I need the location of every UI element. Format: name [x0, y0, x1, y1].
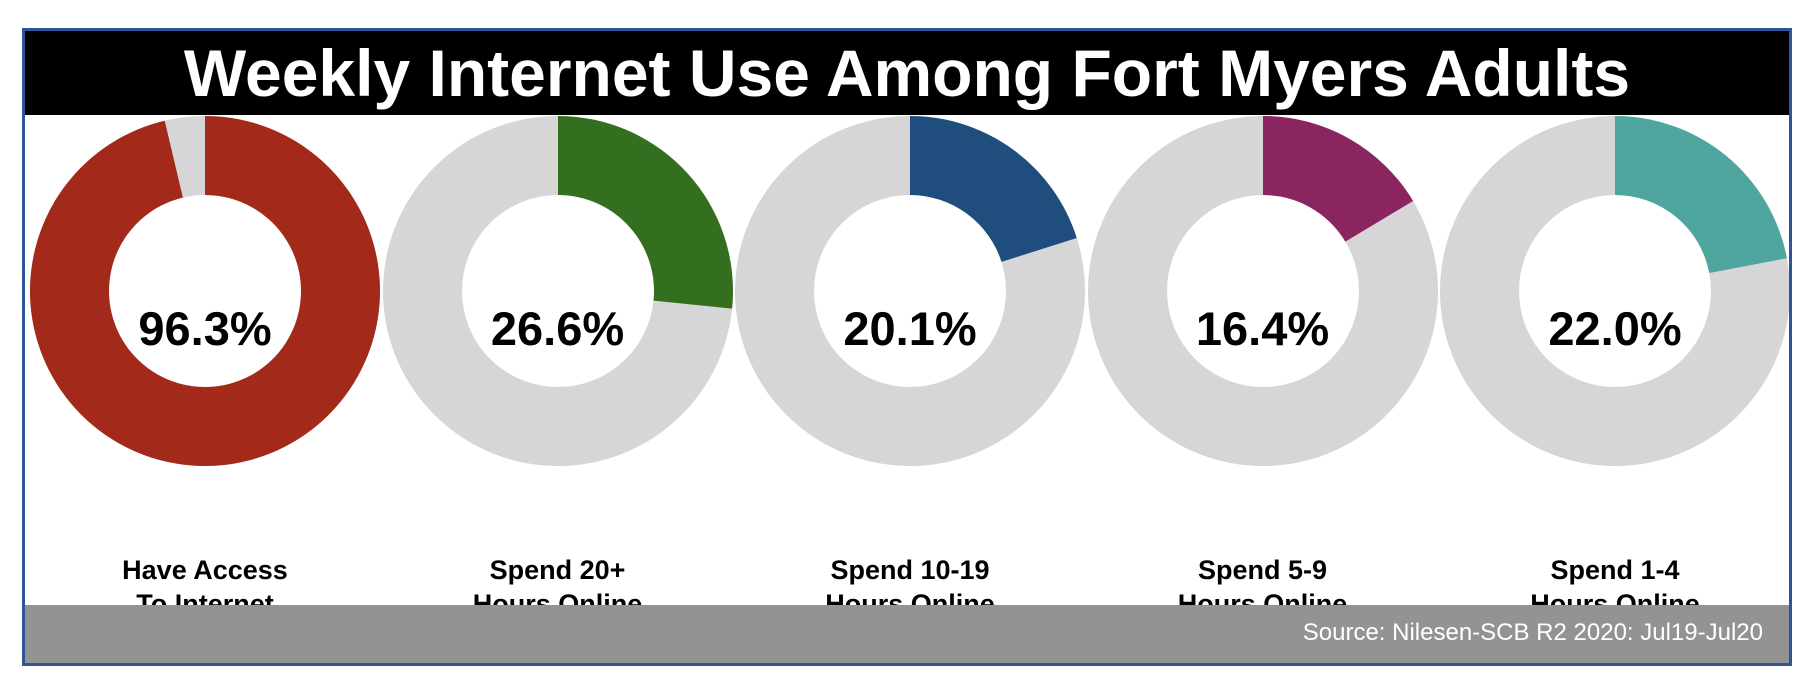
donut-value-label: 22.0%: [1548, 302, 1682, 355]
donut-svg: [735, 116, 1085, 466]
donut-svg: [1440, 116, 1789, 466]
donut-chart: 96.3% Have Access To Internet: [29, 115, 381, 643]
source-note: Source: Nilesen-SCB R2 2020: Jul19-Jul20: [1302, 619, 1763, 646]
donut-svg: [382, 116, 733, 466]
donut-value-label: 26.6%: [490, 302, 625, 355]
donut-chart: 16.4% Spend 5-9 Hours Online: [1087, 115, 1439, 643]
donut-segment: [1615, 116, 1787, 274]
category-label-line1: Spend 20+: [489, 555, 626, 585]
title-bar: Weekly Internet Use Among Fort Myers Adu…: [25, 31, 1789, 115]
donut-segment: [557, 116, 733, 309]
footer-bar: Source: Nilesen-SCB R2 2020: Jul19-Jul20: [25, 605, 1789, 663]
category-label-line1: Spend 5-9: [1197, 555, 1328, 585]
donut-chart: 20.1% Spend 10-19 Hours Online: [734, 115, 1086, 643]
donut-svg: [1087, 116, 1438, 466]
donut-chart: 26.6% Spend 20+ Hours Online: [382, 115, 734, 643]
donut-segment: [910, 116, 1077, 262]
donut-segment: [29, 116, 380, 466]
donut-chart: 22.0% Spend 1-4 Hours Online: [1439, 115, 1789, 643]
category-label-line1: Have Access: [122, 555, 288, 585]
category-label-line1: Spend 10-19: [830, 555, 990, 585]
donut-segment: [1262, 116, 1413, 242]
category-label-line1: Spend 1-4: [1550, 555, 1680, 585]
infographic-frame: Weekly Internet Use Among Fort Myers Adu…: [22, 28, 1792, 666]
donut-value-label: 96.3%: [138, 302, 272, 355]
donut-value-label: 16.4%: [1195, 302, 1330, 355]
chart-title: Weekly Internet Use Among Fort Myers Adu…: [183, 36, 1631, 110]
donut-charts-row: 96.3% Have Access To Internet 26.6% Spend 20…: [25, 115, 1789, 643]
donut-svg: [29, 116, 380, 466]
donut-value-label: 20.1%: [843, 302, 977, 355]
